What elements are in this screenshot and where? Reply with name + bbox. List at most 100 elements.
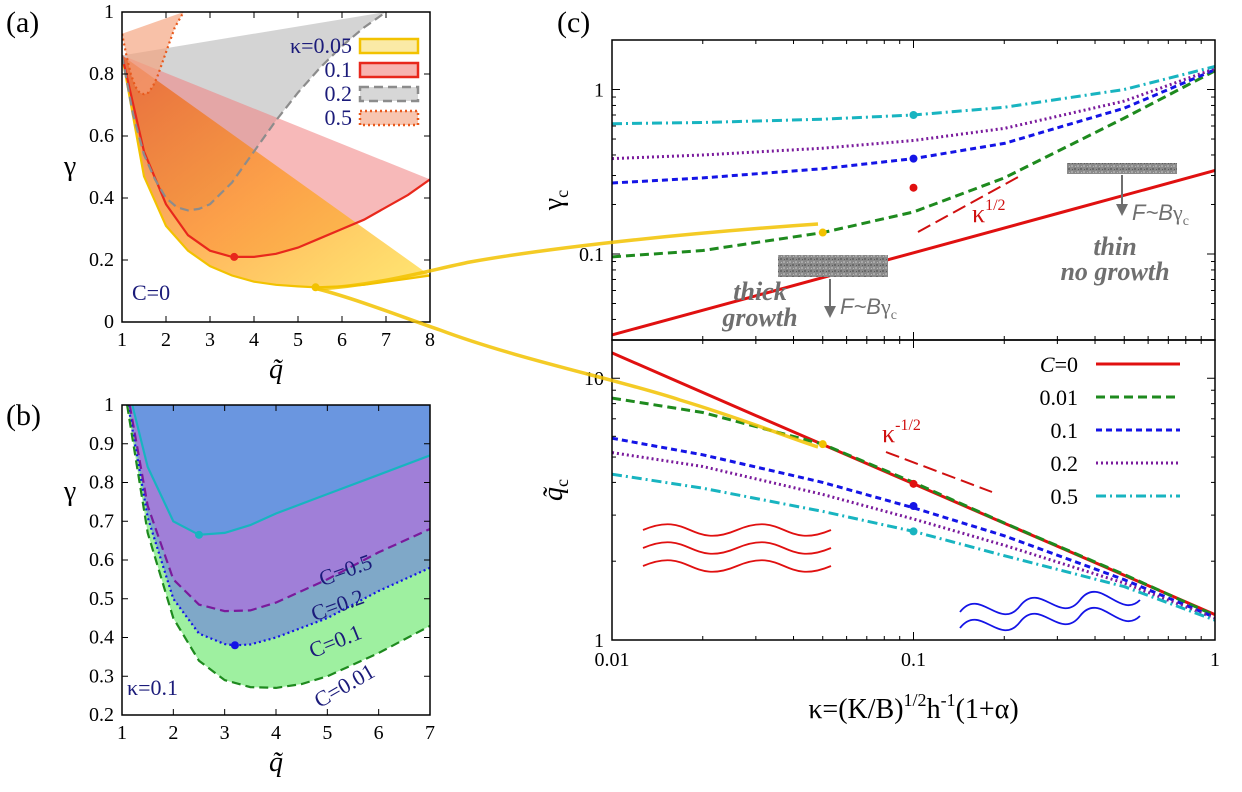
x-tick-label: 7 xyxy=(381,329,391,351)
x-tick-label: 2 xyxy=(161,329,171,351)
y-tick-label: 0.1 xyxy=(579,244,604,266)
legend-label: 0.2 xyxy=(325,81,353,106)
x-tick-label: 1 xyxy=(117,722,127,744)
y-axis-label-b: γ xyxy=(63,476,76,507)
y-tick-label: 0.8 xyxy=(89,63,114,85)
x-tick-label: 8 xyxy=(425,329,435,351)
force-arrowhead-right xyxy=(1116,204,1128,216)
x-tick-label: 1 xyxy=(117,329,127,351)
data-marker xyxy=(909,502,918,511)
y-label-base: γ xyxy=(538,198,569,211)
slope-guide-bottom xyxy=(885,451,993,493)
panel-label-c: (c) xyxy=(557,6,590,39)
y-tick-label: 0.4 xyxy=(89,627,114,649)
x-tick-label: 7 xyxy=(425,722,435,744)
y-tick-label: 0.9 xyxy=(89,433,114,455)
x-label-sup: h xyxy=(927,694,941,725)
data-marker xyxy=(195,530,203,539)
legend-label: 0.01 xyxy=(1040,385,1079,410)
x-tick-label: 3 xyxy=(205,329,215,351)
y-tick-label: 1 xyxy=(104,394,114,416)
shaded-region xyxy=(132,405,430,535)
plot-frame-a xyxy=(121,11,431,323)
no-growth-label: no growth xyxy=(1060,257,1169,286)
legend-label: 0.5 xyxy=(325,105,353,130)
data-marker xyxy=(230,252,239,261)
panel-label-b: (b) xyxy=(6,399,41,432)
series-line-0-1 xyxy=(612,436,1215,619)
x-tick-label: 5 xyxy=(322,722,332,744)
series-line-0-2 xyxy=(612,451,1215,620)
y-tick-label: 0.4 xyxy=(89,187,114,209)
legend-label: 0.1 xyxy=(325,57,353,82)
x-tick-label: 1 xyxy=(1210,649,1220,671)
series-line-C-0-2 xyxy=(128,405,430,613)
y-label-sub: c xyxy=(552,479,572,487)
slope-half-annotation: κ1/2 xyxy=(917,175,1021,233)
data-marker xyxy=(909,479,918,488)
force-arrowhead-left xyxy=(824,306,836,318)
y-tick-label: 1 xyxy=(594,630,604,652)
y-tick-label: 0.2 xyxy=(89,249,114,271)
y-tick-label: 1 xyxy=(594,80,604,102)
legend-label-val: =0 xyxy=(1055,352,1078,377)
shaded-region-k005 xyxy=(122,55,430,288)
x-label-sup: -1 xyxy=(941,690,956,710)
thick-growth-annotation: thick growth F~Bγc xyxy=(721,255,897,332)
growth-label: growth xyxy=(721,303,797,332)
connector-to-q-c xyxy=(317,287,819,449)
thick-label: thick xyxy=(733,277,786,306)
series-line-0-01 xyxy=(612,69,1215,259)
data-marker xyxy=(818,440,827,449)
x-label-sup: (1+α) xyxy=(956,694,1019,725)
short-wavelength-sketch xyxy=(959,591,1141,632)
legend-swatch xyxy=(358,61,420,79)
legend-label: κ=0.05 xyxy=(290,33,352,58)
legend-label: 0.1 xyxy=(1051,418,1079,443)
y-tick-label: 0.6 xyxy=(89,549,114,571)
data-marker xyxy=(909,110,918,119)
y-tick-label: 0 xyxy=(104,311,114,333)
legend-label-var: C xyxy=(1040,352,1055,377)
series-line-0-1 xyxy=(122,55,430,258)
x-tick-label: 4 xyxy=(249,329,259,351)
y-axis-label-a: γ xyxy=(63,151,76,182)
thin-film-strip xyxy=(1067,163,1177,174)
y-tick-label: 1 xyxy=(104,1,114,23)
chart-panel-c-bottom: 0.01 0.1 1110κ=(K/B)1/2h-1(1+α)q̃cC=00.010… xyxy=(538,339,1220,725)
y-label-sub: c xyxy=(552,190,572,198)
y-tick-label: 0.8 xyxy=(89,472,114,494)
x-tick-label: 6 xyxy=(337,329,347,351)
data-marker xyxy=(909,183,918,192)
force-label-right: F~Bγc xyxy=(1132,200,1189,229)
y-tick-label: 0.6 xyxy=(89,125,114,147)
force-label-left: F~Bγc xyxy=(840,294,897,323)
long-wavelength-sketch xyxy=(642,523,832,573)
x-label-sup: 1/2 xyxy=(904,690,927,710)
legend-swatch xyxy=(358,85,420,103)
slope-label-top: κ1/2 xyxy=(972,197,1006,228)
y-tick-label: 0.5 xyxy=(89,588,114,610)
x-axis-label-b: q̃ xyxy=(269,747,284,778)
x-tick-label: 6 xyxy=(374,722,384,744)
series-line-C-0-5 xyxy=(131,405,430,536)
data-marker xyxy=(818,228,827,237)
slope-label-bottom: κ-1/2 xyxy=(882,417,921,448)
chart-panel-a: 1 2 3 4 5 6 7 800.20.40.60.81q̃γC=0κ=0.050.10.2… xyxy=(63,1,435,385)
legend-label: 0.2 xyxy=(1051,451,1079,476)
x-axis-label-c: κ=(K/B)1/2h-1(1+α) xyxy=(808,690,1018,725)
slope-neg-half-annotation: κ-1/2 xyxy=(882,417,993,493)
chart-panel-b: 1 2 3 4 5 6 7 0.2 0.3 0.4 0.5 0.6 0.7 0.8 0.9 1 q̃ γ κ=0.1… xyxy=(63,394,435,778)
chart-panel-c-top: 0.1 1 γc xyxy=(538,39,1216,341)
connector-to-gamma-c xyxy=(317,222,819,291)
x-tick-label: 3 xyxy=(220,722,230,744)
legend-label: C=0 xyxy=(1040,352,1078,377)
series-line-0-2 xyxy=(612,67,1215,161)
data-marker xyxy=(909,154,918,163)
x-tick-label: 5 xyxy=(293,329,303,351)
y-axis-label-c-top: γc xyxy=(538,190,572,211)
annotation-kappa: κ=0.1 xyxy=(127,675,178,700)
data-marker xyxy=(230,641,239,650)
y-tick-label: 0.3 xyxy=(89,665,114,687)
